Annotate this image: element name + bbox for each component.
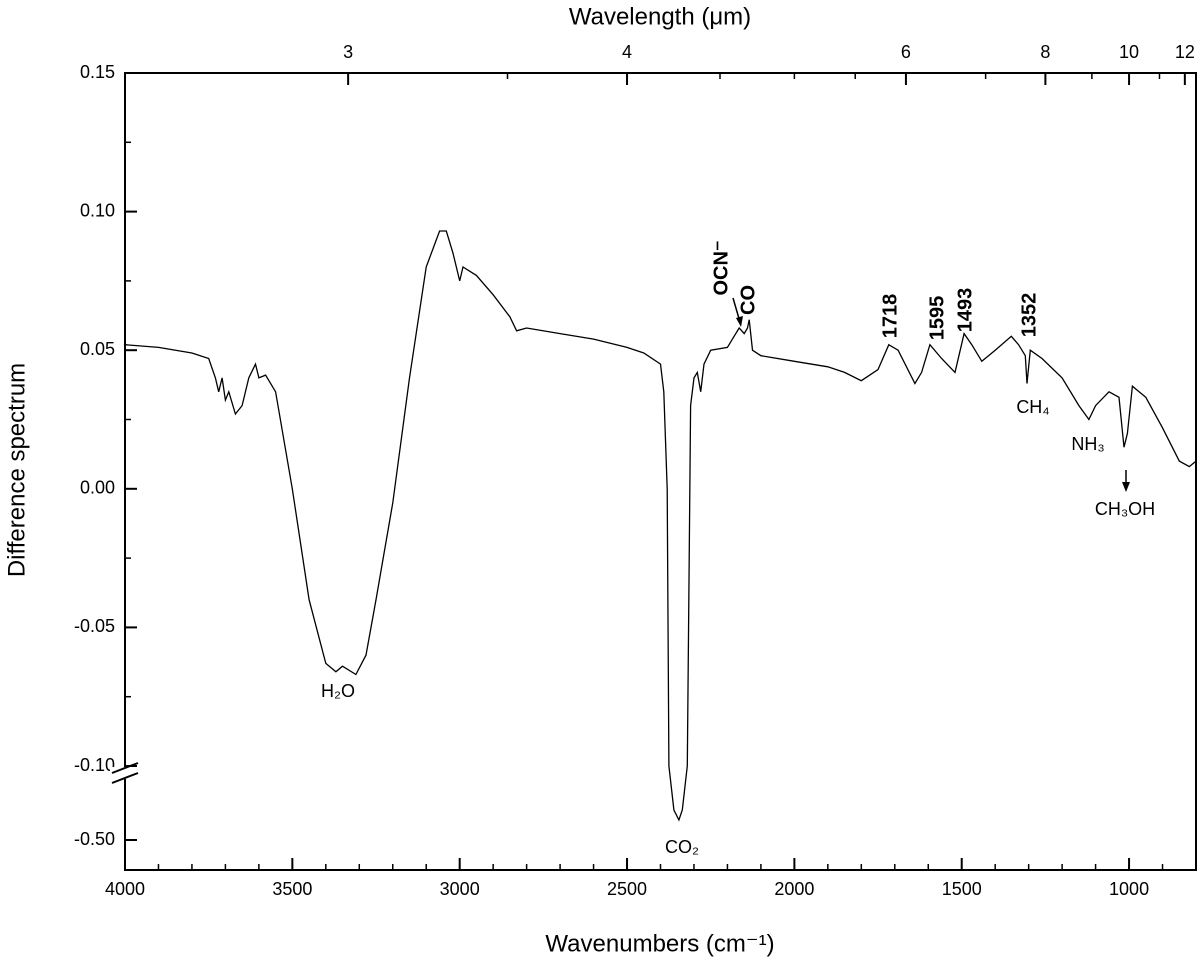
x-tick-label: 1000: [1109, 879, 1149, 899]
annotation: 1493: [954, 288, 976, 333]
y-tick-label: 0.00: [80, 478, 115, 498]
annotation: 1595: [926, 296, 948, 341]
annotation: CO: [737, 285, 759, 315]
annotation: OCN⁻: [710, 241, 732, 296]
plot-frame: [124, 72, 1197, 871]
x2-tick-label: 6: [901, 42, 911, 62]
x-tick-label: 2500: [607, 879, 647, 899]
x2-tick-label: 8: [1040, 42, 1050, 62]
annotation: 1718: [879, 294, 901, 339]
y-tick-label: -0.10: [74, 755, 115, 775]
x-tick-label: 3500: [272, 879, 312, 899]
x2-tick-label: 3: [343, 42, 353, 62]
x-tick-label: 1500: [942, 879, 982, 899]
x2-tick-label: 12: [1175, 42, 1195, 62]
arrow-head: [736, 316, 743, 327]
annotation: CO₂: [665, 837, 699, 857]
x-tick-label: 3000: [440, 879, 480, 899]
annotation: H₂O: [321, 681, 355, 701]
x-tick-label: 2000: [774, 879, 814, 899]
x2-tick-label: 4: [622, 42, 632, 62]
annotation: NH₃: [1071, 434, 1104, 454]
annotation: CH₃OH: [1095, 499, 1155, 519]
y-tick-label: 0.15: [80, 62, 115, 82]
x-axis-title: Wavenumbers (cm⁻¹): [545, 930, 774, 957]
y-tick-label: -0.05: [74, 616, 115, 636]
y-tick-label: 0.05: [80, 339, 115, 359]
arrow-head: [1122, 482, 1130, 492]
y-axis-title: Difference spectrum: [3, 363, 30, 577]
y-tick-label: -0.50: [74, 829, 115, 849]
spectrum-line: [124, 230, 1197, 822]
annotation: 1352: [1018, 293, 1040, 338]
annotation: CH₄: [1016, 397, 1049, 417]
x2-axis-title: Wavelength (μm): [569, 3, 751, 30]
x2-tick-label: 10: [1119, 42, 1139, 62]
axis-break: [111, 762, 139, 774]
y-tick-label: 0.10: [80, 200, 115, 220]
x-tick-label: 4000: [105, 879, 145, 899]
axis-break: [111, 772, 139, 784]
